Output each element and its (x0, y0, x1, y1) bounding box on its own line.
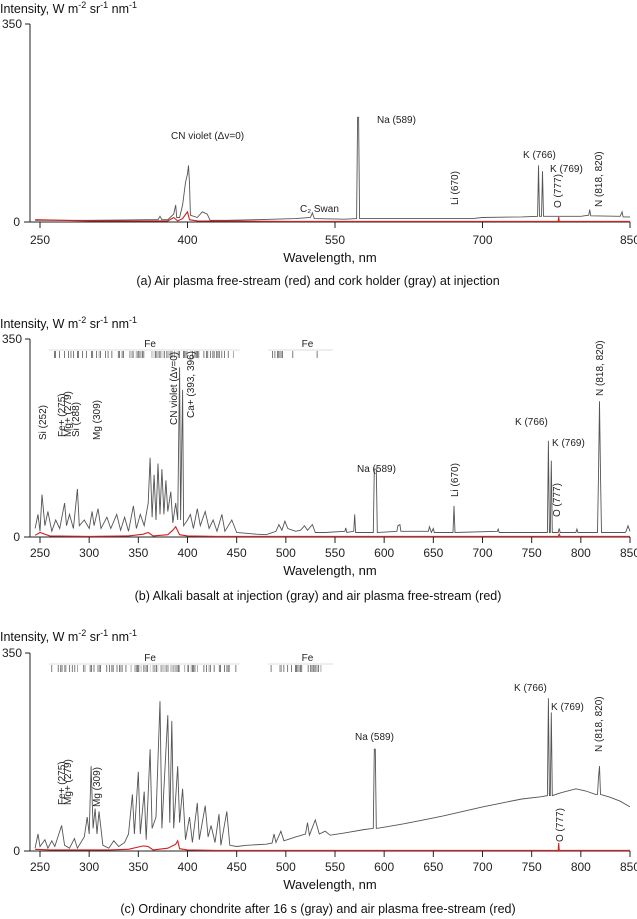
x-tick-label: 550 (325, 233, 345, 247)
peak-annotation: Mg (309) (92, 400, 103, 440)
gray-spectrum-line (35, 116, 630, 221)
y-tick-label: 0 (13, 530, 20, 544)
x-tick-label: 500 (276, 860, 296, 874)
x-tick-label: 850 (620, 860, 637, 874)
peak-annotation: N (818, 820) (594, 696, 605, 752)
peak-annotation: N (818, 820) (594, 151, 605, 207)
x-tick-label: 850 (620, 546, 637, 560)
peak-annotation: Si (288) (71, 402, 82, 437)
peak-annotation: K (766) (514, 683, 547, 694)
x-tick-label: 750 (522, 546, 542, 560)
x-axis-label: Wavelength, nm (283, 563, 376, 578)
x-tick-label: 350 (128, 860, 148, 874)
x-tick-label: 300 (79, 546, 99, 560)
x-tick-label: 800 (571, 546, 591, 560)
x-tick-label: 300 (79, 860, 99, 874)
peak-annotation: Mg+ (279) (63, 391, 74, 437)
band-marker-label: Fe (302, 339, 314, 350)
peak-annotation: K (766) (523, 150, 556, 161)
x-tick-label: 650 (423, 546, 443, 560)
x-tick-label: 700 (472, 860, 492, 874)
panel-caption: (b) Alkali basalt at injection (gray) an… (135, 589, 502, 603)
peak-annotation: Fe+ (275) (57, 761, 68, 805)
x-tick-label: 350 (128, 546, 148, 560)
peak-annotation: N (818, 820) (595, 340, 606, 396)
x-tick-label: 600 (374, 860, 394, 874)
panel-caption: (c) Ordinary chondrite after 16 s (gray)… (120, 902, 515, 916)
peak-annotation: Fe+ (275) (57, 393, 68, 437)
y-tick-label: 0 (13, 844, 20, 858)
peak-annotation: K (769) (552, 438, 585, 449)
panel-caption: (a) Air plasma free-stream (red) and cor… (136, 274, 499, 288)
y-tick-label: 350 (2, 332, 22, 346)
peak-annotation: K (769) (550, 164, 583, 175)
x-tick-label: 450 (227, 860, 247, 874)
x-tick-label: 550 (325, 860, 345, 874)
peak-annotation: O (777) (552, 483, 563, 517)
peak-annotation: Ca+ (393, 396) (186, 351, 197, 418)
x-tick-label: 750 (522, 860, 542, 874)
peak-annotation: Li (670) (450, 171, 461, 205)
x-tick-label: 650 (423, 860, 443, 874)
peak-annotation: Mg+ (279) (63, 759, 74, 805)
x-axis-label: Wavelength, nm (283, 250, 376, 265)
chart-panel-c: Intensity, W m-2 sr-1 nm-1 350 0 250 300 350 4… (0, 628, 637, 916)
band-marker-label: Fe (144, 653, 156, 664)
y-axis-label: Intensity, W m-2 sr-1 nm-1 (0, 628, 137, 644)
y-axis-label: Intensity, W m-2 sr-1 nm-1 (0, 0, 137, 16)
y-axis-label: Intensity, W m-2 sr-1 nm-1 (0, 315, 137, 331)
peak-annotation: Na (589) (357, 464, 396, 475)
peak-annotation: Na (589) (377, 115, 416, 126)
x-tick-label: 400 (177, 860, 197, 874)
x-tick-label: 250 (30, 546, 50, 560)
gray-spectrum-line (34, 367, 631, 536)
x-tick-label: 500 (276, 546, 296, 560)
y-tick-label: 350 (2, 17, 22, 31)
band-marker-label: Fe (144, 339, 156, 350)
peak-annotation: CN violet (Δv=0) (169, 352, 180, 425)
peak-annotation: Mg (309) (92, 767, 103, 807)
peak-annotation: Si (252) (38, 405, 49, 440)
red-spectrum-line (35, 210, 630, 222)
x-tick-label: 250 (30, 233, 50, 247)
x-tick-label: 700 (472, 233, 492, 247)
y-tick-label: 350 (2, 646, 22, 660)
x-tick-label: 400 (177, 546, 197, 560)
peak-annotation: O (777) (553, 174, 564, 208)
gray-spectrum-line (34, 698, 631, 850)
x-tick-label: 400 (177, 233, 197, 247)
peak-annotation: K (769) (551, 702, 584, 713)
x-tick-label: 700 (472, 546, 492, 560)
peak-annotation: Na (589) (355, 732, 394, 743)
x-tick-label: 250 (30, 860, 50, 874)
x-tick-label: 800 (571, 860, 591, 874)
peak-annotation: CN violet (Δv=0) (171, 131, 244, 142)
y-tick-label: 0 (13, 215, 20, 229)
x-tick-label: 850 (620, 233, 637, 247)
peak-annotation: K (766) (515, 417, 548, 428)
peak-annotation: C₂ Swan (300, 204, 339, 215)
x-tick-label: 550 (325, 546, 345, 560)
x-tick-label: 600 (374, 546, 394, 560)
red-spectrum-line (34, 525, 630, 537)
band-marker-label: Fe (302, 653, 314, 664)
red-spectrum-line (35, 839, 630, 851)
peak-annotation: Li (670) (450, 463, 461, 497)
peak-annotation: O (777) (555, 808, 566, 842)
x-tick-label: 450 (227, 546, 247, 560)
x-axis-label: Wavelength, nm (283, 877, 376, 892)
